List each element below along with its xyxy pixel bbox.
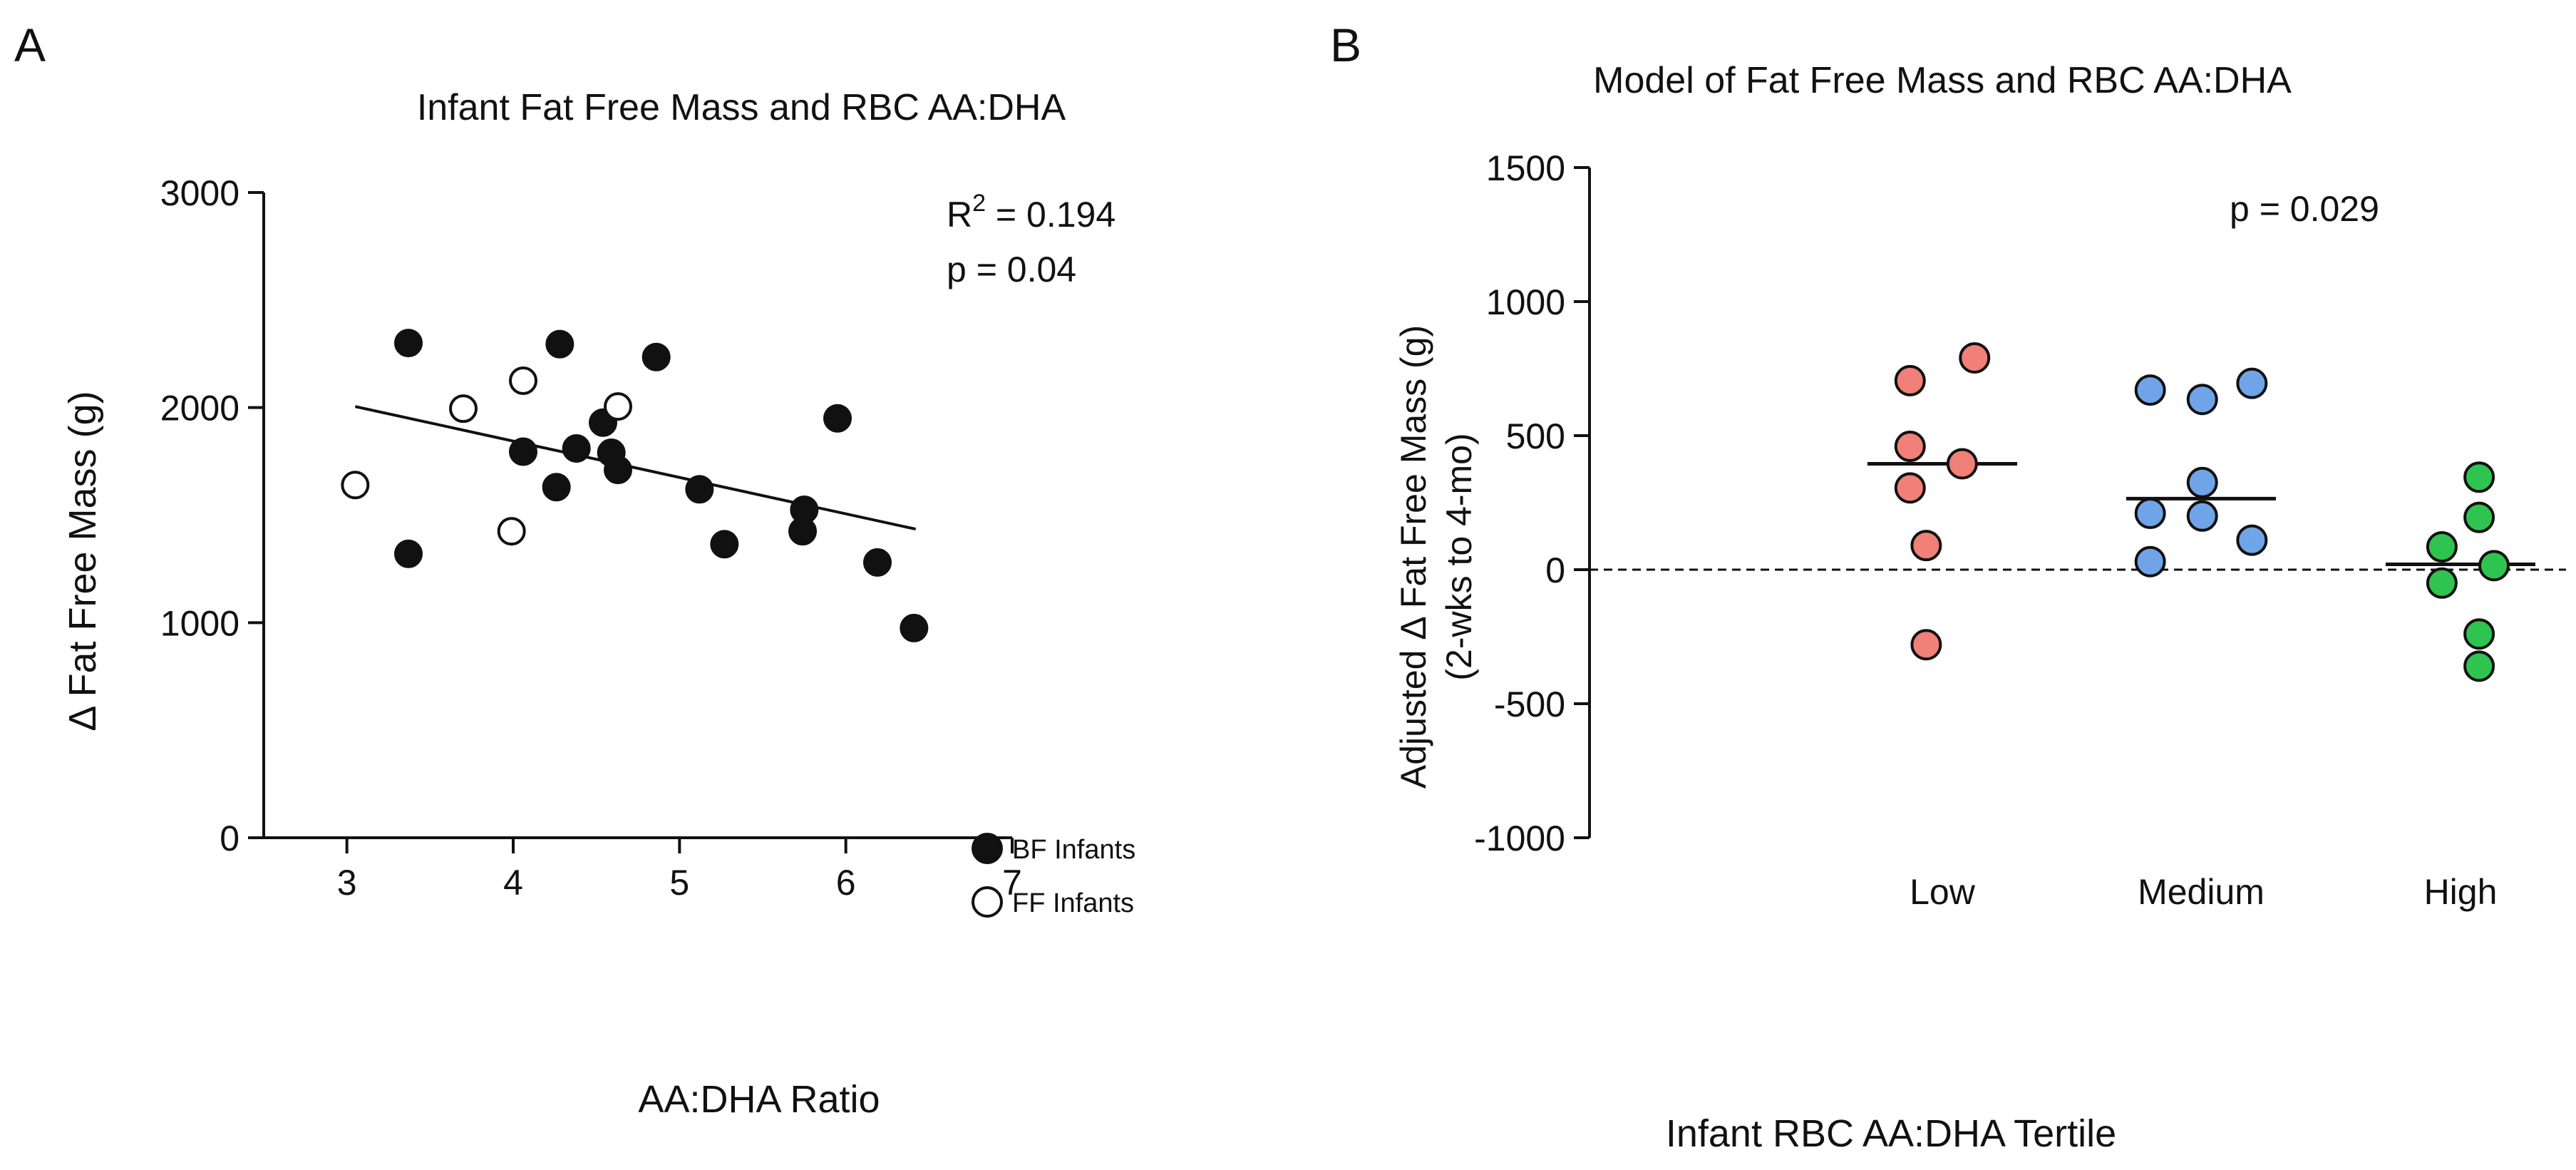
ff-infant-point	[497, 517, 526, 546]
tertile-point-medium	[2236, 524, 2268, 556]
r-squared-value: = 0.194	[986, 195, 1116, 235]
tertile-point-medium	[2186, 384, 2218, 416]
bf-infant-point	[823, 404, 852, 433]
bf-infant-point	[788, 517, 817, 546]
bf-infant-point	[542, 473, 571, 502]
panel-b-y-tick-label: -1000	[1474, 819, 1565, 858]
panel-b-y-tick-label: -500	[1494, 684, 1565, 724]
tertile-point-medium	[2134, 498, 2166, 530]
legend-marker-ff	[972, 886, 1003, 918]
panel-b-category-label: Low	[1910, 872, 1976, 912]
bf-infant-point	[863, 548, 892, 577]
panel-a-legend: BF Infants FF Infants	[972, 833, 1135, 918]
panel-a-title: Infant Fat Free Mass and RBC AA:DHA	[417, 87, 1066, 128]
bf-infant-point	[604, 456, 632, 485]
ff-infant-point	[341, 471, 370, 500]
tertile-point-medium	[2236, 367, 2268, 399]
panel-a-x-tick-label: 3	[337, 863, 357, 903]
panel-b-y-tick-label: 1000	[1486, 282, 1565, 322]
tertile-point-high	[2463, 650, 2495, 682]
tertile-point-low	[1910, 530, 1942, 562]
panel-a-p-value: p = 0.04	[947, 250, 1076, 289]
panel-a-y-tick-label: 0	[220, 819, 239, 858]
panel-a-tick-labels: 0 1000 2000 3000 3 4 5 6 7	[160, 173, 1022, 903]
panel-a-x-tick-label: 4	[503, 863, 523, 903]
tertile-point-low	[1910, 629, 1942, 661]
panel-a-x-tick-label: 5	[669, 863, 689, 903]
panel-a-regression	[354, 405, 917, 531]
legend-marker-bf	[972, 833, 1003, 864]
panel-b-y-tick-label: 1500	[1486, 148, 1565, 188]
panel-a-x-tick-label: 6	[836, 863, 856, 903]
panel-b: B Model of Fat Free Mass and RBC AA:DHA …	[1330, 19, 2566, 1155]
tertile-point-low	[1894, 431, 1926, 463]
tertile-point-high	[2426, 567, 2458, 599]
bf-infant-point	[685, 475, 714, 504]
ff-infant-point	[604, 392, 632, 421]
panel-b-y-tick-label: 0	[1545, 550, 1565, 590]
panel-b-tick-labels: -1000 -500 0 500 1000 1500 Low Medium High	[1474, 148, 2497, 912]
panel-b-title: Model of Fat Free Mass and RBC AA:DHA	[1593, 60, 2292, 101]
tertile-point-low	[1894, 364, 1926, 396]
panel-b-letter: B	[1330, 19, 1361, 71]
bf-infant-point	[710, 530, 739, 559]
panel-b-axes	[1574, 166, 2566, 839]
panel-a-x-tick-label: 7	[1002, 863, 1022, 903]
panel-a-x-axis-title: AA:DHA Ratio	[638, 1078, 880, 1121]
panel-a-y-tick-label: 1000	[160, 603, 239, 643]
r-squared-annotation: R2 = 0.194	[947, 190, 1116, 235]
r-squared-superscript: 2	[972, 190, 986, 217]
bf-infant-point	[394, 329, 423, 358]
panel-b-points	[1894, 342, 2510, 682]
panel-a-letter: A	[14, 19, 46, 71]
legend-label-ff: FF Infants	[1012, 888, 1134, 918]
tertile-point-medium	[2186, 500, 2218, 532]
bf-infant-point	[642, 342, 671, 371]
tertile-point-low	[1946, 448, 1978, 480]
panel-b-category-label: Medium	[2138, 872, 2265, 912]
tertile-point-medium	[2186, 466, 2218, 498]
bf-infant-point	[394, 539, 423, 568]
panel-a-y-axis-title: Δ Fat Free Mass (g)	[61, 391, 104, 731]
panel-b-category-label: High	[2424, 872, 2498, 912]
panel-b-x-axis-title: Infant RBC AA:DHA Tertile	[1666, 1112, 2116, 1155]
tertile-point-high	[2478, 550, 2510, 582]
bf-infant-point	[562, 433, 591, 463]
tertile-point-medium	[2134, 545, 2166, 578]
panel-b-p-value: p = 0.029	[2230, 189, 2379, 229]
panel-b-y-axis-subtitle: (2-wks to 4-mo)	[1439, 433, 1479, 680]
panel-a-points	[341, 329, 929, 642]
panel-a-y-tick-label: 3000	[160, 173, 239, 213]
panel-a-y-tick-label: 2000	[160, 389, 239, 429]
panel-b-y-tick-label: 500	[1506, 416, 1565, 456]
ff-infant-point	[449, 394, 478, 424]
tertile-point-low	[1894, 472, 1926, 504]
panel-a: A Infant Fat Free Mass and RBC AA:DHA Δ …	[14, 19, 1135, 1121]
ff-infant-point	[509, 366, 537, 395]
tertile-point-medium	[2134, 374, 2166, 406]
legend-label-bf: BF Infants	[1012, 835, 1135, 865]
tertile-point-high	[2463, 618, 2495, 650]
panel-a-axes	[248, 191, 1014, 853]
bf-infant-point	[900, 613, 929, 642]
bf-infant-point	[545, 329, 575, 359]
tertile-point-high	[2463, 501, 2495, 533]
regression-line	[354, 405, 917, 531]
r-squared-prefix: R	[947, 195, 972, 235]
tertile-point-high	[2426, 531, 2458, 563]
tertile-point-low	[1959, 342, 1991, 374]
tertile-point-high	[2463, 461, 2495, 493]
bf-infant-point	[509, 437, 537, 466]
panel-b-y-axis-title: Adjusted Δ Fat Free Mass (g)	[1393, 325, 1433, 789]
